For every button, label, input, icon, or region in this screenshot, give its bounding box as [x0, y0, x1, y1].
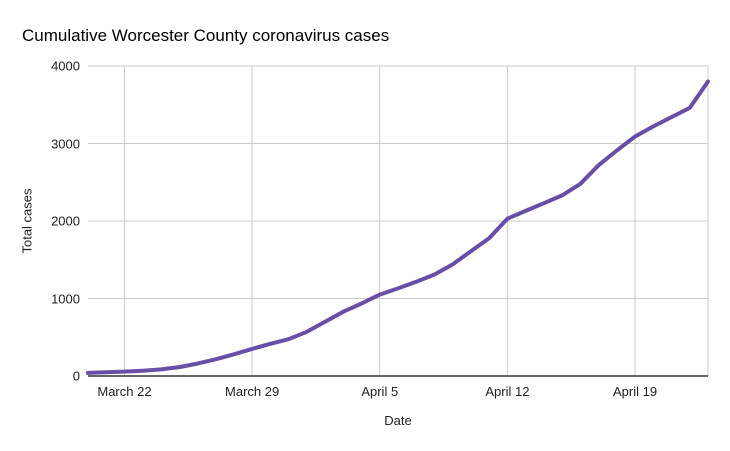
x-tick-label: March 22: [97, 384, 152, 399]
chart-title: Cumulative Worcester County coronavirus …: [22, 26, 390, 45]
x-tick-label: March 29: [225, 384, 280, 399]
y-tick-label: 1000: [51, 291, 80, 306]
x-tick-label: April 19: [613, 384, 658, 399]
y-tick-label: 4000: [51, 58, 80, 74]
x-tick-label: April 5: [361, 384, 399, 399]
y-tick-label: 0: [72, 368, 80, 384]
y-tick-label: 2000: [51, 213, 80, 229]
cases-series-line: [86, 79, 710, 375]
x-tick-label: April 12: [485, 384, 530, 399]
y-axis-title: Total cases: [19, 188, 35, 254]
y-tick-label: 3000: [51, 136, 80, 151]
x-axis-title: Date: [384, 413, 412, 428]
